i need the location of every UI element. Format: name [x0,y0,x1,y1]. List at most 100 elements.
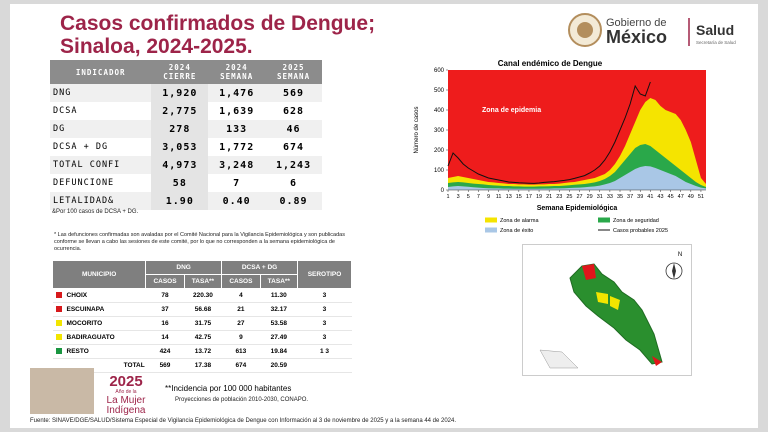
header-text: 2025 [282,63,305,72]
region-red [582,264,596,280]
cell: 0.40 [208,192,266,210]
cell: 3,248 [208,156,266,174]
cell: RESTO [52,344,146,359]
x-axis-label: Semana Epidemiológica [537,205,618,212]
compass-needle [672,263,676,279]
x-tick-label: 5 [467,194,470,200]
cell-text: BADIRAGUATO [66,334,115,341]
municipal-table: MUNICIPIO DNG DCSA + DG SEROTIPO CASOS TASA**… [51,260,353,373]
cell: DNG [50,84,152,102]
cell: ESCUINAPA [52,302,146,317]
cell-text: 21 [237,306,245,313]
x-tick-label: 9 [487,194,490,200]
legend-label: Zona de seguridad [613,218,659,224]
population-note: Proyecciones de población 2010-2030, CON… [175,397,309,403]
cell: 424 [145,344,185,359]
row: LETALIDAD& 1.90 0.40 0.89 [50,192,322,210]
cell-text: 3 [322,334,327,341]
chart-title: Canal endémico de Dengue [498,59,603,68]
cell-text: 13.72 [194,348,212,355]
cell: 674 [221,358,261,373]
x-tick-label: 19 [536,194,542,200]
header-cell: TASA** [259,274,298,289]
cell-text: 31.75 [194,320,212,327]
cell-text: 4 [239,292,243,299]
row: MOCORITO 16 31.75 27 53.58 3 [52,316,352,331]
dept: Salud [696,22,734,38]
row-marker [55,348,62,355]
y-tick-label: 300 [434,128,445,134]
row: DCSA + DG 3,053 1,772 674 [50,138,322,156]
cell-text: TOTAL [123,362,145,369]
cell-text: 9 [239,334,243,341]
cell-text: 42.75 [194,334,212,341]
cell: 3 [297,288,352,303]
chart: Canal endémico de Dengue Zona de epidemia… [414,59,706,234]
y-tick-label: 500 [434,88,445,94]
gov-big: México [606,27,667,47]
header-text: 2024 [225,63,248,72]
cell-text: 27.49 [270,334,287,341]
x-tick-label: 25 [566,194,572,200]
logo-line: La Mujer [107,395,147,406]
cell: 1,476 [208,84,266,102]
header-cell: DCSA + DG [221,260,298,275]
cell-text: 19.84 [270,348,287,355]
cell-text: 56.68 [194,306,212,313]
cell: 1.90 [151,192,209,210]
cell: 0.89 [265,192,322,210]
cell: 53.58 [260,316,298,331]
footnote: * Las defunciones confirmadas son avalad… [54,232,345,252]
cell: 220.30 [184,288,222,303]
header-cell: 2025 SEMANA [265,60,322,84]
row: BADIRAGUATO 14 42.75 9 27.49 3 [52,330,352,345]
header-cell: CASOS [145,274,185,289]
x-tick-label: 35 [617,194,623,200]
cell: 569 [265,84,322,102]
case-line [447,81,651,184]
cell-text: 569 [159,362,171,369]
y-axis-label: Número de casos [414,106,420,153]
slide: Casos confirmados de Dengue; Sinaloa, 20… [10,4,758,428]
row: DNG 1,920 1,476 569 [50,84,322,102]
cell: 31.75 [184,316,222,331]
row-marker [55,306,62,313]
cell: 56.68 [184,302,222,317]
row: CHOIX 78 220.30 4 11.30 3 [52,288,352,303]
cell: 3 [297,302,352,317]
cell-text: 16 [161,320,169,327]
cell: TOTAL CONFI [50,156,152,174]
cell: 674 [283,141,305,153]
gov-logo: Gobierno de México Salud Secretaría de S… [568,13,736,47]
cell: 21 [221,302,261,317]
cell-text: 20.59 [270,362,287,369]
y-tick-label: 600 [434,68,445,74]
x-tick-label: 1 [446,194,449,200]
y-tick-label: 0 [441,188,445,194]
indicator-table: INDICADOR 2024 CIERRE 2024 SEMANA 2025 SEMANA D… [50,60,322,210]
x-tick-label: 37 [627,194,633,200]
map: N [522,244,692,376]
cell: 3 [297,316,352,331]
x-tick-label: 27 [576,194,582,200]
x-tick-label: 51 [698,194,704,200]
x-tick-label: 3 [457,194,460,200]
header-row: MUNICIPIO DNG DCSA + DG SEROTIPO [51,260,353,289]
x-tick-label: 43 [657,194,663,200]
cell: DCSA + DG [53,142,109,152]
cell: 13.72 [184,344,222,359]
cell: BADIRAGUATO [52,330,146,345]
cell-text: ESCUINAPA [66,306,105,313]
header-cell: INDICADOR [50,60,152,84]
row: DEFUNCIONE 58 7 6 [50,174,322,192]
cell: 278 [151,120,209,138]
legend-label: Zona de alarma [500,218,539,224]
x-tick-label: 17 [526,194,532,200]
x-tick-label: 7 [477,194,480,200]
cell: 3 [297,330,352,345]
logo-image [30,368,94,414]
cell-text: 674 [235,362,247,369]
row: TOTAL 569 17.38 674 20.59 [52,358,352,373]
logo-2025: 2025 Año de la La Mujer Indígena [30,368,147,416]
legend-key [485,217,497,223]
